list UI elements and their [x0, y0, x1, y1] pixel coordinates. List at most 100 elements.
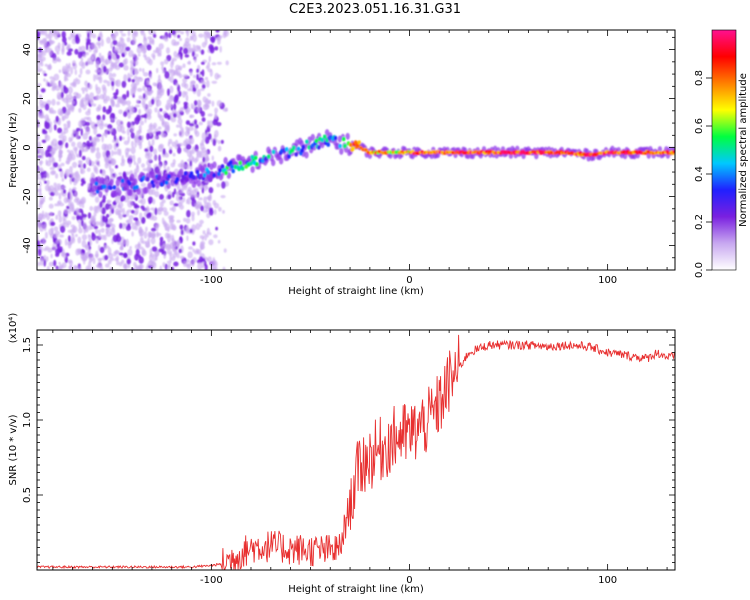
- ridge-core: [333, 135, 338, 141]
- noise-blob: [217, 145, 222, 152]
- noise-blob: [200, 142, 205, 151]
- noise-blob: [83, 228, 86, 234]
- noise-blob: [162, 262, 166, 268]
- noise-blob: [38, 224, 45, 232]
- noise-blob: [171, 59, 175, 66]
- noise-blob: [110, 61, 115, 68]
- noise-blob: [189, 137, 195, 145]
- noise-blob: [98, 232, 102, 239]
- noise-blob: [80, 196, 86, 204]
- noise-blob: [196, 73, 199, 81]
- noise-blob: [37, 173, 40, 181]
- noise-blob: [127, 72, 131, 79]
- noise-blob: [144, 117, 147, 124]
- ridge-core: [192, 175, 196, 180]
- noise-blob: [76, 141, 83, 149]
- noise-blob: [155, 254, 158, 261]
- noise-blob: [147, 212, 152, 218]
- noise-blob: [103, 65, 107, 73]
- noise-blob: [134, 59, 139, 66]
- noise-blob: [61, 42, 65, 48]
- noise-blob: [123, 223, 129, 227]
- noise-blob: [160, 61, 165, 66]
- noise-blob: [195, 156, 199, 163]
- noise-blob: [96, 95, 101, 100]
- noise-blob: [188, 246, 193, 250]
- noise-blob: [177, 34, 181, 39]
- noise-blob: [180, 229, 184, 235]
- noise-blob: [198, 150, 205, 159]
- noise-blob: [169, 255, 172, 262]
- ridge-core: [672, 150, 675, 154]
- ridge-core: [224, 170, 228, 176]
- ridge-core: [157, 174, 162, 179]
- noise-blob: [43, 223, 47, 232]
- noise-blob: [75, 153, 79, 157]
- noise-blob: [161, 133, 167, 139]
- noise-blob: [44, 184, 50, 192]
- noise-blob: [148, 140, 151, 147]
- snr-panel: -100 0 100 0.5 1.0 1.5 Height of straight li…: [8, 313, 676, 595]
- colorbar-label: Normalized spectral amplitude: [738, 73, 749, 227]
- noise-blob: [130, 209, 135, 214]
- ridge-envelope: [304, 151, 309, 159]
- noise-blob: [134, 171, 138, 179]
- noise-blob: [129, 246, 132, 250]
- noise-blob: [121, 41, 126, 49]
- noise-blob: [64, 111, 69, 120]
- noise-blob: [123, 253, 128, 259]
- noise-blob: [151, 246, 158, 252]
- noise-blob: [213, 234, 218, 239]
- noise-blob: [129, 170, 133, 175]
- noise-blob: [98, 75, 103, 84]
- noise-blob: [208, 239, 214, 246]
- noise-blob: [115, 103, 120, 108]
- noise-blob: [99, 246, 105, 254]
- noise-blob: [170, 234, 175, 242]
- noise-blob: [79, 166, 84, 171]
- noise-blob: [94, 46, 99, 53]
- noise-blob: [71, 141, 76, 147]
- noise-blob: [188, 47, 194, 53]
- noise-blob: [147, 196, 154, 204]
- noise-blob: [136, 87, 143, 92]
- noise-blob: [94, 229, 99, 234]
- noise-blob: [133, 161, 137, 166]
- noise-blob: [101, 207, 106, 215]
- noise-blob: [52, 57, 58, 64]
- noise-blob: [74, 34, 79, 42]
- noise-blob: [209, 193, 212, 199]
- noise-blob: [179, 199, 184, 205]
- noise-blob: [85, 41, 91, 46]
- ridge-envelope: [98, 190, 103, 198]
- noise-blob: [63, 123, 67, 127]
- noise-blob: [100, 56, 104, 63]
- noise-blob: [187, 251, 193, 259]
- noise-blob: [44, 231, 48, 239]
- noise-blob: [213, 134, 217, 141]
- noise-blob: [149, 145, 154, 153]
- noise-blob: [118, 213, 123, 220]
- noise-blob: [103, 123, 109, 128]
- noise-blob: [134, 253, 139, 261]
- ridge-core: [164, 180, 169, 185]
- noise-blob: [173, 188, 177, 195]
- colorbar-tick-label: 0.8: [694, 70, 705, 86]
- noise-blob: [201, 61, 205, 65]
- noise-blob: [74, 191, 78, 198]
- noise-blob: [81, 203, 85, 209]
- noise-blob: [201, 139, 205, 144]
- noise-blob: [62, 222, 65, 227]
- noise-blob: [211, 80, 218, 84]
- noise-blob: [131, 53, 137, 57]
- noise-blob: [189, 160, 192, 167]
- noise-blob: [76, 215, 81, 220]
- noise-blob: [88, 234, 92, 241]
- noise-blob: [139, 212, 143, 220]
- noise-blob: [107, 54, 112, 61]
- ridge-core: [206, 170, 210, 175]
- ridge-core: [284, 147, 289, 152]
- ridge-core: [129, 176, 133, 182]
- noise-blob: [122, 130, 126, 134]
- noise-blob: [64, 77, 69, 82]
